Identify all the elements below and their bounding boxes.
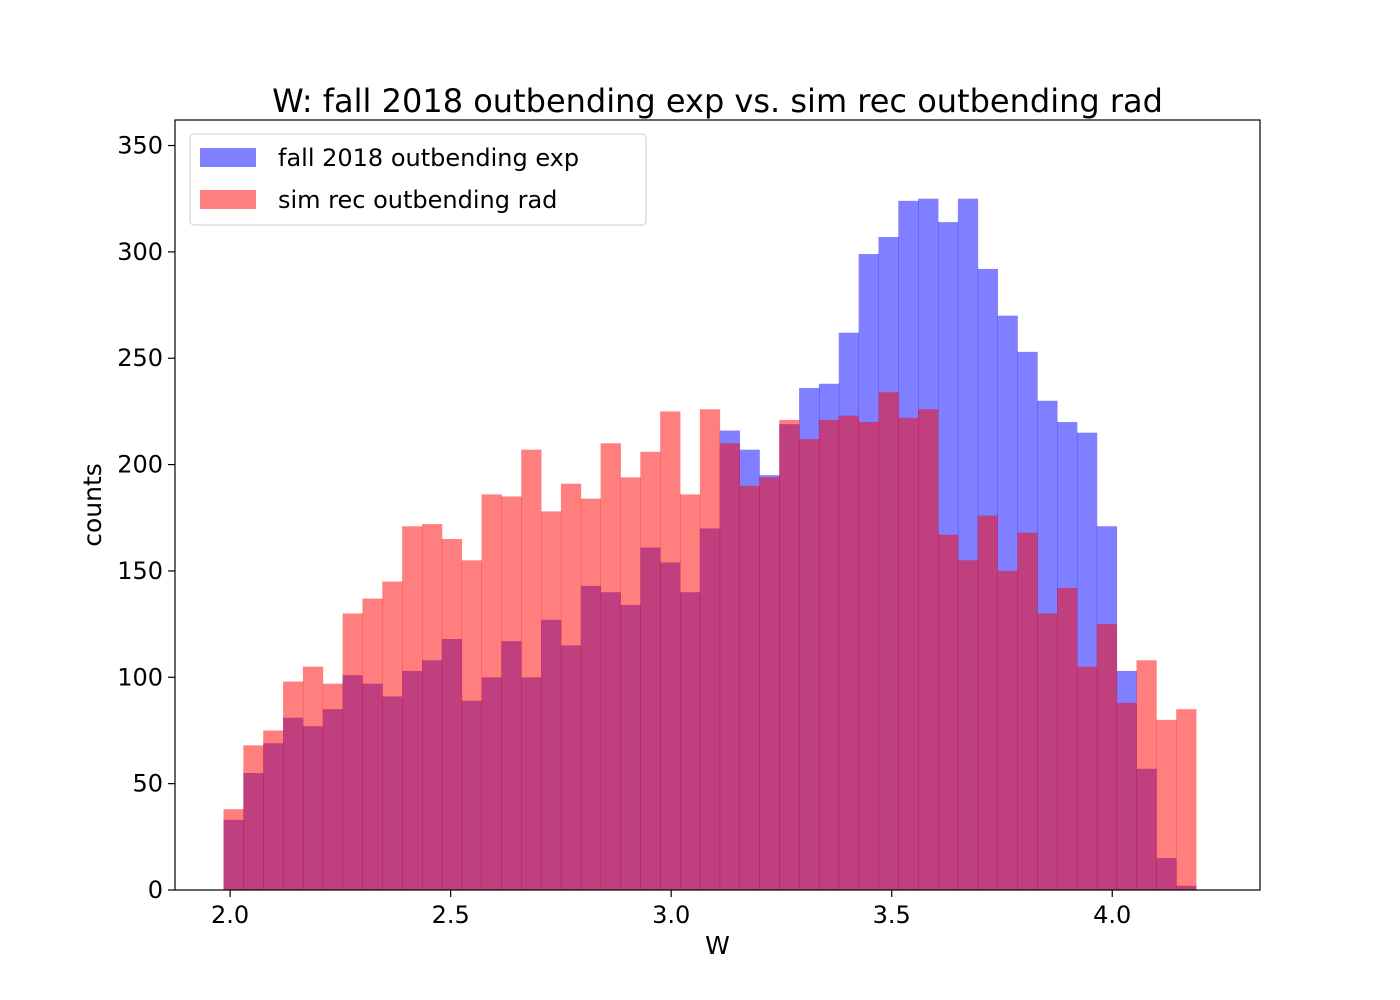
histogram-bar: [1076, 666, 1098, 890]
chart-title: W: fall 2018 outbending exp vs. sim rec …: [272, 82, 1163, 120]
histogram-bar: [918, 409, 939, 890]
y-tick-label: 100: [117, 663, 163, 691]
histogram-bar: [1096, 624, 1118, 890]
histogram-bar: [858, 422, 879, 890]
histogram-bar: [1156, 719, 1177, 890]
histogram-bar: [441, 539, 463, 890]
histogram-bar: [283, 681, 304, 890]
histogram-bar: [342, 613, 363, 890]
histogram-bar: [1136, 660, 1157, 890]
bars-layer: [223, 198, 1197, 891]
histogram-bar: [838, 415, 860, 890]
histogram-bar: [1176, 709, 1197, 890]
histogram-bar: [997, 570, 1018, 890]
y-axis-label: counts: [78, 463, 107, 547]
histogram-bar: [938, 534, 959, 890]
histogram-bar: [421, 524, 443, 890]
histogram-bar: [977, 515, 998, 890]
histogram-bar: [382, 581, 403, 890]
x-tick-label: 3.0: [652, 901, 690, 929]
y-tick-label: 300: [117, 238, 163, 266]
histogram-bar: [1017, 532, 1038, 890]
histogram-bar: [1116, 702, 1137, 890]
histogram-bar: [660, 411, 681, 890]
histogram-bar: [263, 730, 284, 890]
y-tick-label: 250: [117, 344, 163, 372]
plot-frame: [174, 119, 1261, 891]
series-sim-bars: [223, 392, 1197, 890]
y-tick-label: 350: [117, 132, 163, 160]
x-tick-label: 4.0: [1093, 901, 1131, 929]
legend-label: sim rec outbending rad: [278, 186, 557, 214]
histogram-bar: [818, 419, 840, 890]
y-tick-label: 150: [117, 557, 163, 585]
legend-box: [189, 133, 647, 226]
histogram-bar: [640, 451, 661, 890]
y-tick-label: 50: [132, 770, 163, 798]
legend-swatch: [200, 190, 256, 209]
histogram-bar: [620, 477, 641, 890]
x-axis: 2.0 2.5 3.0 3.5 4.0: [211, 890, 1131, 929]
histogram-bar: [223, 809, 244, 890]
histogram-bar: [1057, 587, 1078, 890]
histogram-bar: [302, 666, 324, 890]
y-axis: 0 50 100 150 200 250 300 350: [117, 132, 175, 904]
histogram-bar: [322, 683, 343, 890]
histogram-bar: [461, 560, 482, 890]
x-axis-label: W: [705, 931, 730, 960]
legend: fall 2018 outbending exp sim rec outbendi…: [189, 133, 647, 226]
histogram-bar: [580, 498, 602, 890]
x-tick-label: 2.5: [432, 901, 470, 929]
histogram-bar: [719, 443, 740, 890]
histogram-bar: [560, 483, 582, 890]
histogram-bar: [759, 477, 780, 890]
histogram-bar: [600, 443, 621, 890]
histogram-bar: [481, 494, 502, 890]
x-tick-label: 3.5: [873, 901, 911, 929]
x-tick-label: 2.0: [211, 901, 249, 929]
histogram-bar: [1037, 613, 1058, 890]
histogram-bar: [243, 745, 264, 890]
y-tick-label: 0: [148, 876, 163, 904]
histogram-bar: [779, 419, 800, 890]
histogram-bar: [501, 496, 522, 890]
histogram-bar: [699, 409, 721, 890]
histogram-bar: [541, 511, 562, 890]
histogram-bar: [898, 417, 919, 890]
histogram-bar: [362, 598, 383, 890]
histogram-bar: [878, 392, 899, 890]
legend-swatch: [200, 148, 256, 167]
histogram-bar: [402, 526, 423, 890]
legend-label: fall 2018 outbending exp: [278, 144, 579, 172]
histogram-bar: [957, 560, 979, 890]
histogram-bar: [799, 439, 820, 890]
histogram-bar: [521, 449, 542, 890]
y-tick-label: 200: [117, 451, 163, 479]
histogram-bar: [739, 485, 760, 890]
histogram-bar: [680, 494, 701, 890]
